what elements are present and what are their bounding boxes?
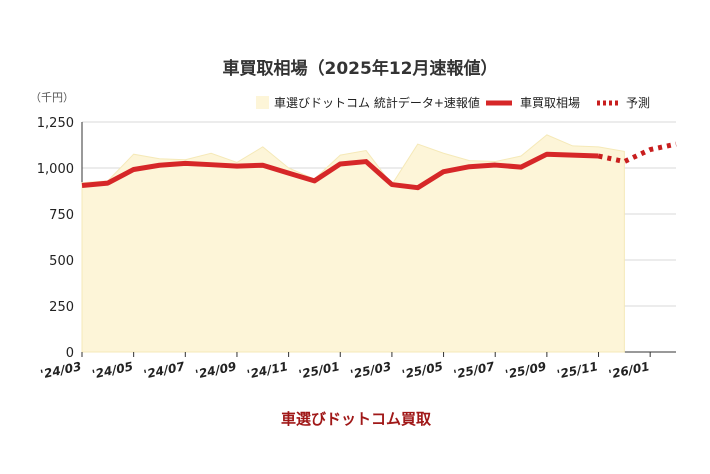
y-tick-label: 500: [49, 254, 74, 269]
x-tick-label: '25/09: [504, 359, 547, 381]
y-axis-unit: （千円）: [30, 91, 74, 104]
x-tick-label: '25/01: [297, 359, 340, 381]
x-tick-label: '25/05: [401, 359, 444, 381]
y-tick-label: 1,000: [37, 162, 74, 177]
x-tick-label: '24/05: [91, 359, 134, 381]
y-tick-label: 750: [49, 208, 74, 223]
legend-label-area: 車選びドットコム 統計データ+速報値: [274, 95, 480, 110]
legend-label-line: 車買取相場: [520, 96, 580, 110]
x-tick-label: '26/01: [607, 359, 650, 381]
x-tick-label: '24/07: [142, 359, 186, 381]
x-tick-label: '24/11: [246, 359, 289, 381]
legend: 車選びドットコム 統計データ+速報値 車買取相場 予測: [256, 95, 650, 110]
y-tick-label: 250: [49, 300, 74, 315]
x-tick-label: '25/03: [349, 359, 392, 381]
plot-area: 0 250 500 750 1,000 1,250 '24/03 '24/05 '24/07 '2…: [37, 116, 677, 382]
chart-title: 車買取相場（2025年12月速報値）: [223, 58, 498, 79]
series-area: [81, 134, 625, 353]
y-tick-label: 1,250: [37, 116, 74, 131]
y-tick-label: 0: [66, 346, 74, 361]
legend-swatch-area: [256, 96, 269, 109]
x-tick-label: '25/07: [452, 359, 496, 381]
x-tick-label: '24/03: [39, 359, 82, 381]
legend-label-forecast: 予測: [626, 96, 650, 110]
series-line-market: [81, 151, 599, 191]
x-tick-label: '25/11: [556, 359, 599, 381]
x-tick-label: '24/09: [194, 359, 237, 381]
chart-footer-brand: 車選びドットコム買取: [281, 410, 432, 428]
